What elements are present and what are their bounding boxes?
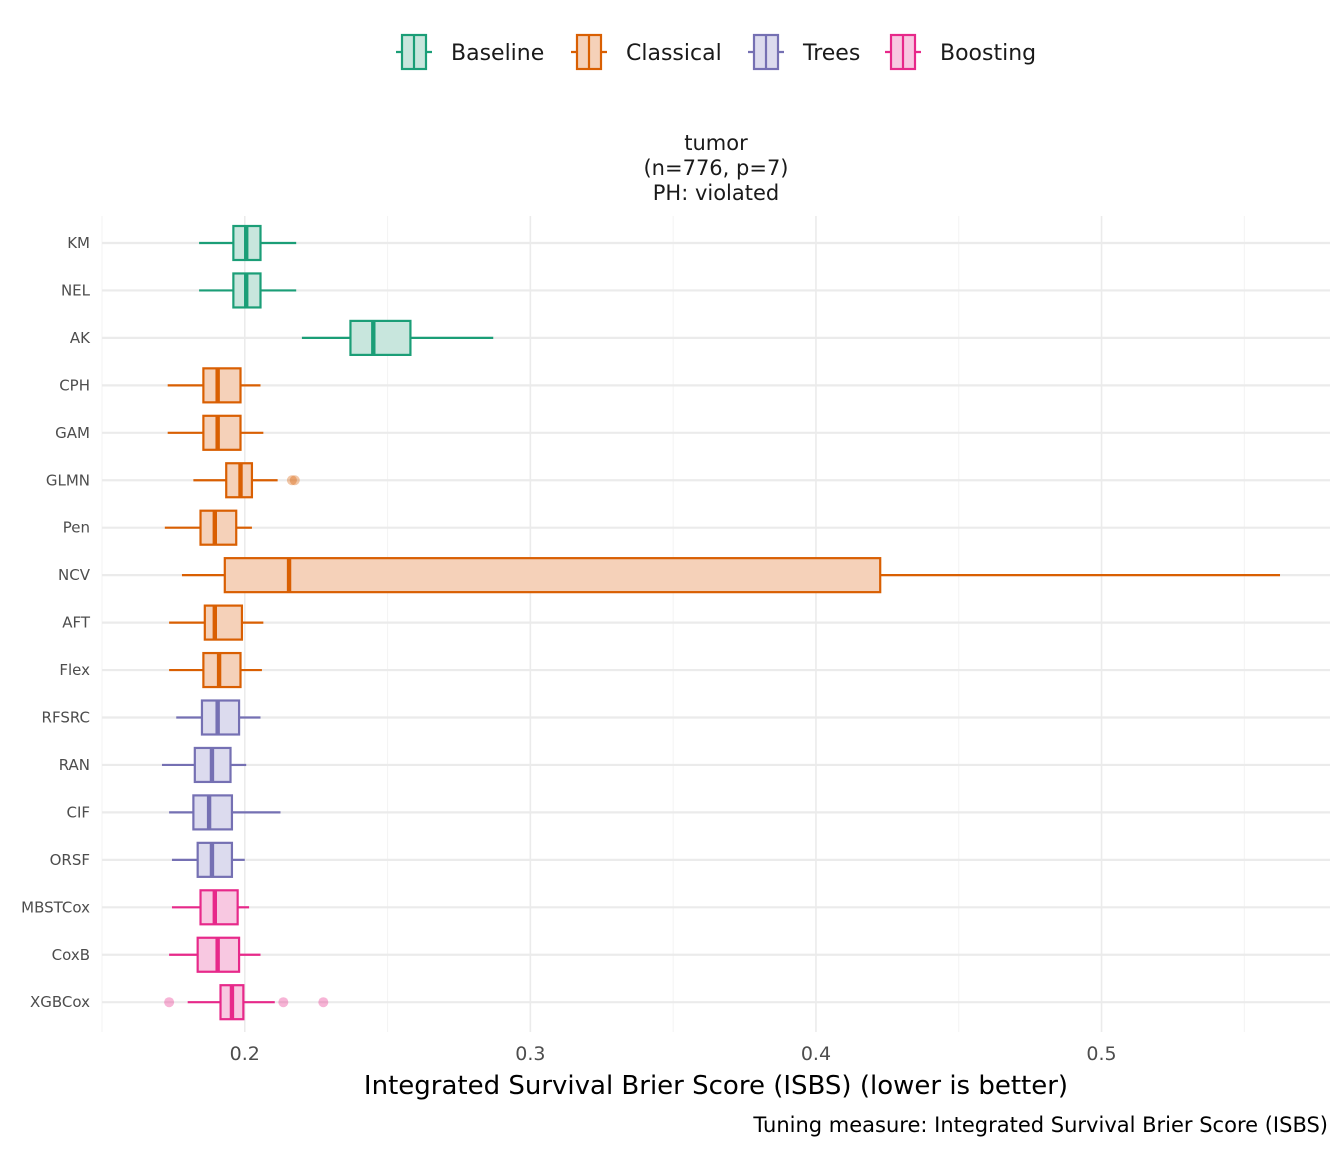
grid bbox=[101, 216, 1330, 1032]
y-tick-label-XGBCox: XGBCox bbox=[30, 993, 90, 1011]
box-iqr bbox=[192, 794, 234, 831]
outlier-1 bbox=[278, 997, 289, 1008]
boxes bbox=[161, 224, 1281, 1021]
x-tick-label-2: 0.4 bbox=[801, 1043, 831, 1065]
legend-label-trees: Trees bbox=[802, 41, 860, 66]
box-MBSTCox bbox=[171, 889, 250, 926]
y-tick-label-GLMN: GLMN bbox=[46, 471, 90, 489]
box-RFSRC bbox=[176, 699, 261, 736]
box-KM bbox=[199, 224, 297, 262]
y-tick-label-NCV: NCV bbox=[58, 566, 91, 584]
legend-item-baseline: Baseline bbox=[396, 33, 544, 71]
y-tick-label-CoxB: CoxB bbox=[52, 946, 90, 964]
box-GAM bbox=[167, 414, 264, 451]
box-RAN bbox=[161, 746, 247, 784]
box-iqr bbox=[199, 889, 239, 926]
y-tick-label-MBSTCox: MBSTCox bbox=[21, 898, 90, 916]
box-CoxB bbox=[169, 936, 261, 973]
y-tick-label-ORSF: ORSF bbox=[50, 851, 90, 869]
box-iqr bbox=[202, 651, 242, 689]
box-Flex bbox=[169, 651, 262, 689]
box-AFT bbox=[169, 604, 264, 641]
legend-label-baseline: Baseline bbox=[451, 41, 544, 66]
x-tick-label-3: 0.5 bbox=[1086, 1043, 1116, 1065]
x-axis-ticks: 0.2 0.3 0.4 0.5 bbox=[230, 1043, 1117, 1065]
outlier-0 bbox=[164, 997, 175, 1008]
legend: Baseline Classical Trees Boosting bbox=[396, 33, 1036, 71]
outlier-1 bbox=[289, 475, 300, 486]
box-iqr bbox=[349, 319, 412, 356]
box-AK bbox=[301, 319, 494, 356]
outlier-2 bbox=[318, 997, 329, 1008]
y-tick-label-KM: KM bbox=[67, 234, 90, 252]
box-CIF bbox=[169, 794, 281, 831]
legend-item-trees: Trees bbox=[748, 33, 860, 71]
y-tick-label-Flex: Flex bbox=[59, 661, 90, 679]
box-iqr bbox=[223, 557, 882, 594]
box-iqr bbox=[196, 841, 234, 878]
box-NEL bbox=[199, 272, 297, 309]
y-tick-label-CPH: CPH bbox=[59, 376, 90, 394]
x-axis-label: Integrated Survival Brier Score (ISBS) (… bbox=[364, 1071, 1068, 1101]
box-XGBCox bbox=[164, 984, 329, 1021]
outlier-0 bbox=[286, 475, 297, 486]
box-iqr bbox=[199, 509, 238, 546]
box-iqr bbox=[200, 699, 241, 736]
y-tick-label-RAN: RAN bbox=[59, 756, 90, 774]
caption: Tuning measure: Integrated Survival Brie… bbox=[752, 1113, 1328, 1137]
box-iqr bbox=[203, 604, 244, 641]
x-tick-label-0: 0.2 bbox=[230, 1043, 260, 1065]
x-tick-label-1: 0.3 bbox=[515, 1043, 545, 1065]
y-tick-label-RFSRC: RFSRC bbox=[42, 709, 90, 727]
facet-title-line-2: (n=776, p=7) bbox=[643, 156, 788, 180]
legend-label-boosting: Boosting bbox=[940, 41, 1036, 66]
legend-item-classical: Classical bbox=[571, 33, 722, 71]
y-tick-label-NEL: NEL bbox=[61, 281, 91, 299]
y-tick-label-GAM: GAM bbox=[55, 424, 90, 442]
y-tick-label-AK: AK bbox=[70, 329, 91, 347]
legend-label-classical: Classical bbox=[626, 41, 722, 66]
box-ORSF bbox=[171, 841, 245, 878]
y-tick-label-Pen: Pen bbox=[63, 519, 90, 537]
box-iqr bbox=[202, 414, 242, 451]
y-axis-ticks: KM NEL AK CPH GAM GLMN Pen NCV AFT Flex RFSRC RAN CI… bbox=[21, 234, 91, 1011]
legend-item-boosting: Boosting bbox=[885, 33, 1036, 71]
box-CPH bbox=[167, 367, 261, 404]
box-iqr bbox=[202, 367, 242, 404]
box-GLMN bbox=[193, 462, 300, 499]
facet-title-line-3: PH: violated bbox=[653, 181, 780, 205]
box-Pen bbox=[164, 509, 252, 546]
y-tick-label-CIF: CIF bbox=[66, 803, 90, 821]
y-tick-label-AFT: AFT bbox=[62, 614, 91, 632]
box-NCV bbox=[181, 557, 1281, 594]
facet-title-line-1: tumor bbox=[684, 131, 748, 155]
